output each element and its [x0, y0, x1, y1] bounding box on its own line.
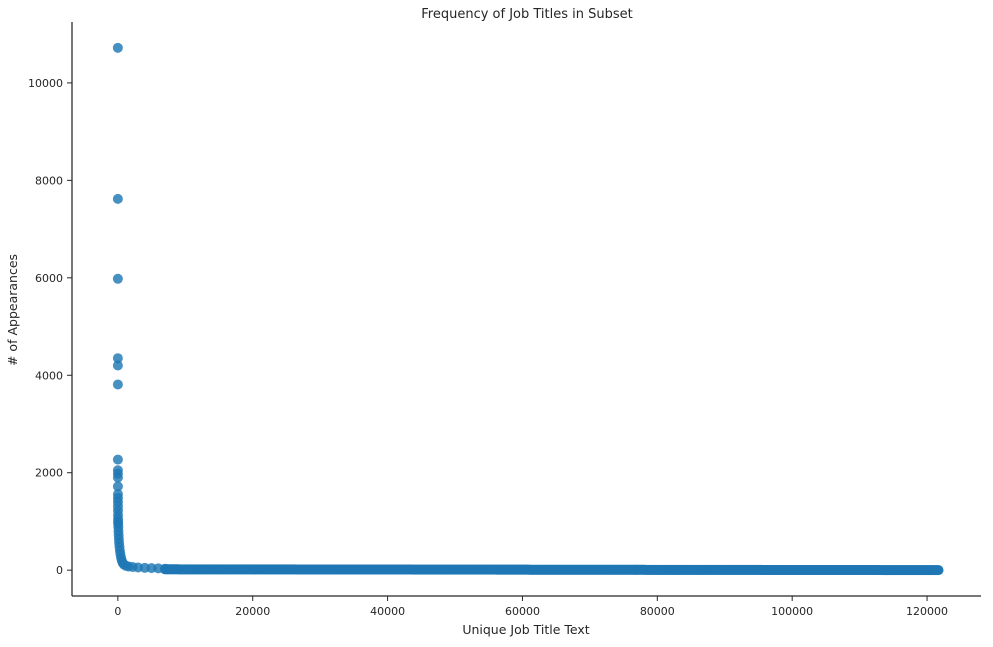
x-tick-label: 80000 [640, 605, 675, 618]
data-point [112, 379, 123, 390]
x-tick-label: 120000 [906, 605, 948, 618]
data-point [112, 42, 123, 53]
y-tick-label: 0 [56, 564, 63, 577]
y-axis-title: # of Appearances [5, 254, 20, 366]
y-tick-label: 6000 [35, 272, 63, 285]
data-point [112, 454, 123, 465]
y-tick-label: 2000 [35, 467, 63, 480]
x-axis-ticks: 0 20000 40000 60000 80000 100000 120000 [114, 596, 948, 618]
data-point [112, 273, 123, 284]
data-point [112, 472, 123, 483]
x-tick-label: 0 [114, 605, 121, 618]
y-tick-label: 8000 [35, 174, 63, 187]
y-tick-label: 10000 [28, 77, 63, 90]
data-point [112, 193, 123, 204]
y-axis-ticks: 0 2000 4000 6000 8000 10000 [28, 77, 72, 577]
data-point [160, 563, 171, 574]
data-point [112, 360, 123, 371]
data-point [112, 353, 123, 364]
data-point [112, 481, 123, 492]
x-axis-title: Unique Job Title Text [462, 622, 589, 637]
x-tick-label: 40000 [370, 605, 405, 618]
x-tick-label: 20000 [235, 605, 270, 618]
y-tick-label: 4000 [35, 369, 63, 382]
axes [71, 22, 981, 597]
dense-tail-points [160, 564, 944, 576]
data-points [112, 42, 171, 574]
chart-title: Frequency of Job Titles in Subset [421, 7, 633, 22]
x-tick-label: 100000 [771, 605, 813, 618]
tail-point [933, 565, 944, 576]
x-tick-label: 60000 [505, 605, 540, 618]
